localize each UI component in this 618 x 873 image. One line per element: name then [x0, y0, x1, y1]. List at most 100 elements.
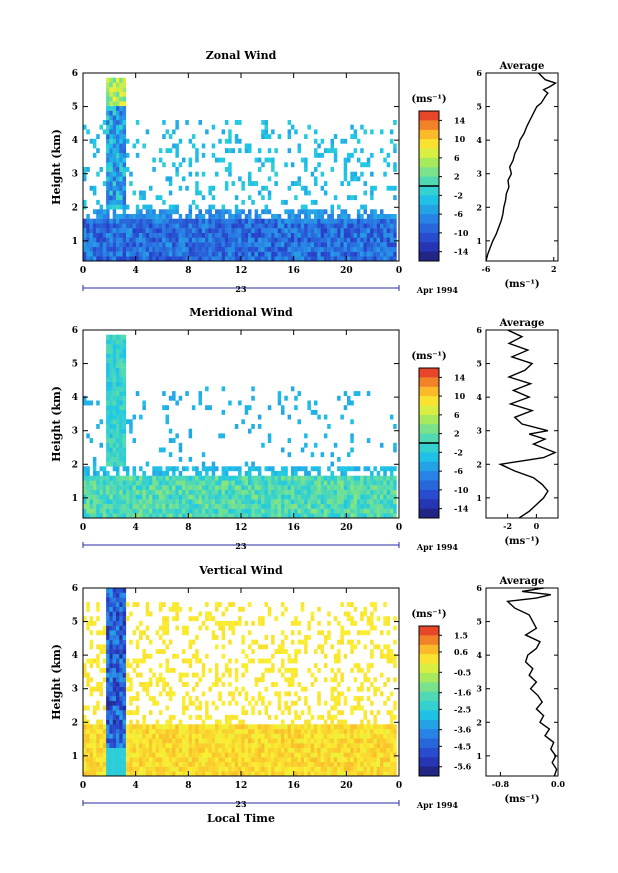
heatmap-cell [350, 152, 354, 158]
heatmap-cell [83, 485, 87, 490]
heatmap-cell [102, 129, 107, 135]
colorbar-tick-label: -10 [454, 228, 469, 238]
heatmap-cell [327, 494, 331, 500]
heatmap-cell [162, 738, 166, 744]
heatmap-cell [307, 242, 311, 248]
heatmap-cell [109, 602, 113, 607]
heatmap-cell [370, 752, 374, 758]
heatmap-cell [284, 162, 288, 168]
heatmap-cell [356, 508, 361, 514]
heatmap-cell [393, 214, 397, 219]
heatmap-cell [257, 251, 262, 257]
heatmap-cell [300, 738, 305, 744]
heatmap-cell [327, 620, 331, 626]
heatmap-cell [139, 761, 143, 767]
heatmap-cell [106, 724, 110, 730]
heatmap-cell [277, 214, 282, 219]
heatmap-cell [257, 733, 262, 739]
heatmap-cell [327, 630, 331, 636]
heatmap-cell [287, 256, 292, 262]
heatmap-cell [307, 513, 311, 519]
heatmap-cell [221, 499, 226, 505]
heatmap-cell [142, 724, 146, 730]
x-tick-label: 20 [340, 523, 353, 533]
heatmap-cell [195, 724, 199, 730]
heatmap-cell [198, 391, 202, 396]
heatmap-cell [106, 115, 110, 121]
heatmap-cell [185, 729, 189, 734]
heatmap-cell [297, 251, 301, 257]
heatmap-cell [142, 228, 146, 233]
heatmap-cell [221, 466, 226, 472]
heatmap-cell [294, 724, 298, 730]
heatmap-cell [89, 733, 94, 739]
heatmap-cell [218, 761, 222, 767]
heatmap-cell [327, 752, 331, 758]
heatmap-cell [290, 766, 295, 772]
heatmap-cell [330, 461, 334, 467]
heatmap-cell [106, 452, 110, 458]
heatmap-cell [221, 223, 226, 229]
heatmap-cell [317, 771, 321, 777]
heatmap-cell [314, 246, 318, 252]
heatmap-cell [323, 729, 328, 734]
heatmap-cell [340, 672, 344, 678]
heatmap-cell [248, 757, 252, 763]
heatmap-cell [370, 485, 374, 490]
heatmap-cell [393, 120, 397, 125]
heatmap-cell [122, 597, 127, 603]
heatmap-cell [370, 480, 374, 486]
heatmap-cell [142, 653, 146, 659]
heatmap-cell [347, 214, 351, 219]
heatmap-cell [109, 757, 113, 763]
heatmap-cell [389, 475, 394, 481]
heatmap-cell [248, 508, 252, 514]
heatmap-cell [116, 223, 120, 229]
heatmap-cell [320, 485, 325, 490]
heatmap-cell [224, 232, 229, 238]
heatmap-cell [191, 771, 196, 777]
heatmap-cell [132, 738, 136, 744]
heatmap-cell [238, 743, 242, 748]
heatmap-cell [145, 129, 150, 135]
heatmap-cell [106, 719, 110, 725]
heatmap-cell [314, 152, 318, 158]
heatmap-cell [112, 475, 117, 481]
colorbar-tick-label: 6 [454, 410, 460, 420]
heatmap-cell [244, 214, 249, 219]
heatmap-cell [380, 466, 384, 472]
heatmap-cell [360, 738, 364, 744]
heatmap-cell [208, 503, 212, 509]
heatmap-cell [106, 167, 110, 172]
heatmap-cell [191, 251, 196, 257]
heatmap-cell [330, 204, 334, 210]
heatmap-cell [340, 209, 344, 215]
heatmap-cell [327, 743, 331, 748]
heatmap-cell [102, 757, 107, 763]
heatmap-cell [122, 223, 127, 229]
heatmap-cell [264, 710, 268, 716]
heatmap-cell [386, 743, 391, 748]
heatmap-cell [89, 630, 94, 636]
heatmap-cell [393, 167, 397, 172]
heatmap-cell [267, 714, 272, 720]
heatmap-cell [191, 246, 196, 252]
heatmap-cell [248, 237, 252, 243]
heatmap-cell [201, 733, 206, 739]
heatmap-cell [373, 256, 377, 262]
heatmap-cell [142, 719, 146, 725]
heatmap-cell [155, 743, 160, 748]
heatmap-cell [145, 242, 150, 248]
heatmap-cell [135, 246, 140, 252]
heatmap-cell [135, 138, 140, 144]
heatmap-cell [132, 190, 136, 196]
heatmap-cell [198, 743, 202, 748]
heatmap-cell [290, 209, 295, 215]
heatmap-cell [337, 752, 341, 758]
heatmap-cell [139, 232, 143, 238]
heatmap-cell [323, 677, 328, 683]
heatmap-cell [323, 237, 328, 243]
heatmap-cell [205, 625, 209, 631]
heatmap-cell [116, 218, 120, 224]
heatmap-cell [178, 138, 183, 144]
